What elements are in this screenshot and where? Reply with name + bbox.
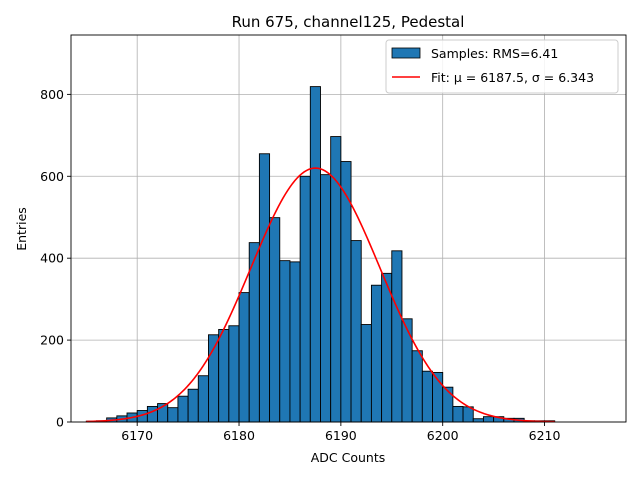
legend-swatch-samples — [391, 47, 421, 59]
legend-box — [385, 39, 619, 94]
histogram-bar — [381, 272, 393, 423]
x-tick-label: 6170 — [121, 428, 153, 443]
histogram-bar — [299, 175, 311, 423]
histogram-bar — [370, 284, 383, 423]
histogram-bar — [238, 292, 250, 423]
x-tick-label: 6210 — [529, 428, 561, 443]
histogram-bar — [360, 324, 372, 423]
legend-label-fit: Fit: μ = 6187.5, σ = 6.343 — [431, 70, 594, 85]
histogram-bar — [218, 328, 230, 423]
histogram-bar — [350, 240, 362, 423]
fit-curve — [86, 167, 555, 423]
legend: Samples: RMS=6.41 Fit: μ = 6187.5, σ = 6… — [385, 39, 619, 94]
histogram-bar — [391, 250, 403, 423]
histogram-bar — [452, 405, 464, 423]
histogram-bar — [309, 86, 321, 423]
y-tick-label: 800 — [40, 87, 64, 102]
histogram-bar — [472, 418, 484, 423]
histogram-bar — [146, 405, 159, 423]
histogram-bars — [85, 86, 556, 423]
y-axis-ticks: 0 200 400 600 800 — [40, 87, 71, 430]
histogram-bar — [269, 217, 281, 423]
y-tick-label: 0 — [56, 415, 64, 430]
y-tick-label: 600 — [40, 169, 64, 184]
x-tick-label: 6180 — [223, 428, 255, 443]
x-axis-ticks: 6170 6180 6190 6200 6210 — [121, 422, 560, 443]
y-tick-label: 400 — [40, 251, 64, 266]
histogram-bar — [279, 260, 291, 423]
histogram-bar — [289, 261, 301, 423]
histogram-bar — [177, 395, 189, 423]
histogram-bar — [401, 318, 413, 423]
legend-label-samples: Samples: RMS=6.41 — [431, 46, 558, 61]
histogram-bar — [442, 386, 454, 423]
y-axis-label: Entries — [14, 207, 29, 251]
histogram-bar — [320, 174, 332, 423]
histogram-bar — [197, 375, 209, 423]
x-tick-label: 6190 — [325, 428, 357, 443]
histogram-bar — [421, 370, 433, 423]
x-tick-label: 6200 — [427, 428, 459, 443]
histogram-bar — [411, 350, 423, 423]
chart-title: Run 675, channel125, Pedestal — [232, 13, 465, 31]
histogram-bar — [187, 388, 199, 423]
plot-frame — [70, 34, 627, 423]
x-axis-label: ADC Counts — [311, 450, 386, 465]
y-tick-label: 200 — [40, 333, 64, 348]
histogram-bar — [228, 325, 240, 423]
histogram-bar — [167, 407, 179, 423]
histogram-bar — [258, 153, 271, 423]
histogram-bar — [482, 416, 495, 423]
